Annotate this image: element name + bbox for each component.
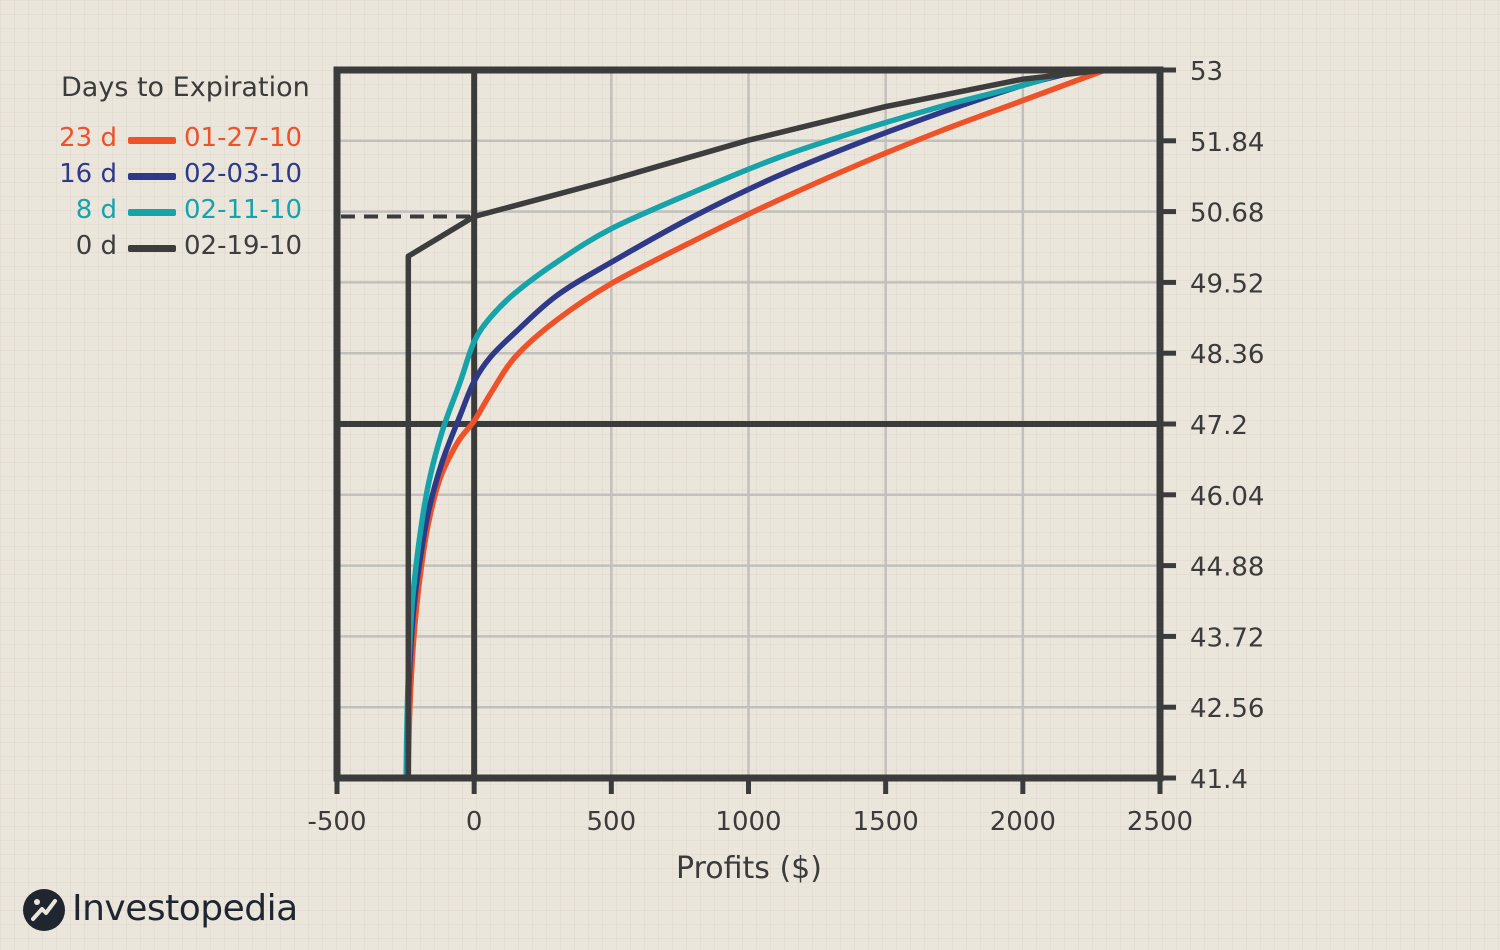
y-tick-label: 51.84 [1190, 128, 1264, 158]
legend-swatch [128, 245, 176, 252]
legend-date-label: 02-19-10 [184, 231, 303, 261]
legend-entry: 23 d 01-27-10 [0, 123, 310, 157]
x-tick-label: 500 [587, 807, 637, 837]
axis-ticks: -500 0 500 1000 1500 2000 2500 53 51.84 50.68 49.5… [307, 57, 1264, 837]
x-axis-label: Profits ($) [676, 851, 822, 886]
y-tick-label: 43.72 [1190, 623, 1264, 653]
series-line-02-19-10 [405, 67, 1108, 781]
legend-swatch [128, 209, 176, 216]
legend-days-label: 8 d [75, 195, 117, 225]
x-tick-label: 1500 [853, 807, 919, 837]
x-tick-label: -500 [307, 807, 366, 837]
series-lines [403, 67, 1108, 781]
legend-entry: 16 d 02-03-10 [0, 159, 310, 193]
x-tick-label: 1000 [715, 807, 781, 837]
legend-title: Days to Expiration [61, 72, 310, 103]
legend-swatch [128, 137, 176, 144]
legend-date-label: 02-03-10 [184, 159, 303, 189]
legend-date-label: 02-11-10 [184, 195, 303, 225]
y-tick-label: 44.88 [1190, 553, 1264, 583]
y-tick-label: 50.68 [1190, 199, 1264, 229]
x-tick-label: 2000 [990, 807, 1056, 837]
investopedia-mark-icon [23, 889, 65, 931]
y-tick-label: 53 [1190, 57, 1223, 87]
legend-days-label: 23 d [59, 123, 117, 153]
x-tick-label: 0 [466, 807, 483, 837]
legend-swatch [128, 173, 176, 180]
y-tick-label: 47.2 [1190, 411, 1248, 441]
legend-days-label: 0 d [75, 231, 117, 261]
series-line-02-11-10 [403, 67, 1075, 781]
y-tick-label: 48.36 [1190, 340, 1264, 370]
x-tick-label: 2500 [1127, 807, 1193, 837]
y-tick-label: 49.52 [1190, 269, 1264, 299]
legend-date-label: 01-27-10 [184, 123, 303, 153]
y-tick-label: 46.04 [1190, 482, 1264, 512]
brand-name: Investopedia [72, 888, 298, 929]
y-tick-label: 42.56 [1190, 694, 1264, 724]
legend-entry: 8 d 02-11-10 [0, 195, 310, 229]
legend-entry: 0 d 02-19-10 [0, 231, 310, 265]
y-tick-label: 41.4 [1190, 765, 1248, 795]
legend-days-label: 16 d [59, 159, 117, 189]
